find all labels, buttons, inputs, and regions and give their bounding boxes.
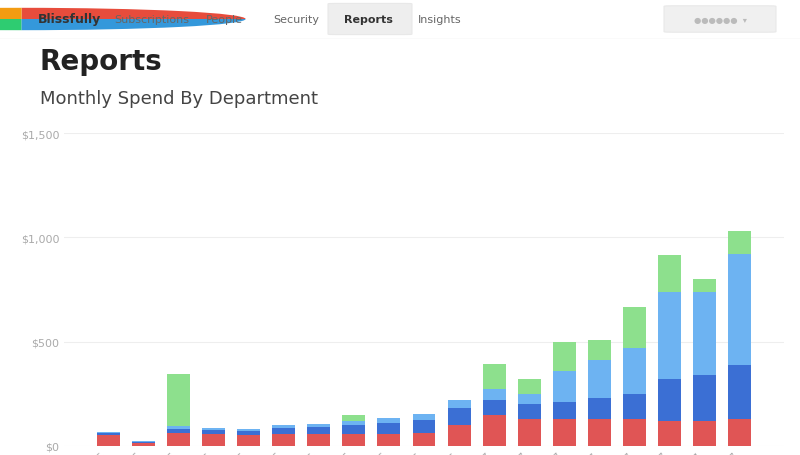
Bar	[658, 421, 681, 446]
Bar	[694, 292, 716, 375]
Bar	[448, 425, 470, 446]
Bar	[623, 308, 646, 348]
Text: Reports: Reports	[40, 48, 162, 76]
Bar	[518, 379, 541, 394]
Bar	[729, 419, 751, 446]
FancyBboxPatch shape	[664, 7, 776, 33]
Bar	[518, 419, 541, 446]
Bar	[448, 409, 470, 425]
Bar	[342, 425, 366, 435]
Bar	[729, 232, 751, 254]
Bar	[97, 434, 119, 435]
Bar	[167, 374, 190, 426]
Bar	[694, 375, 716, 421]
Bar	[167, 429, 190, 434]
Bar	[307, 427, 330, 435]
Bar	[729, 365, 751, 419]
Bar	[482, 364, 506, 389]
Bar	[694, 421, 716, 446]
Text: Security: Security	[273, 15, 319, 25]
Bar	[588, 398, 611, 419]
Text: Reports: Reports	[343, 15, 393, 25]
Bar	[623, 419, 646, 446]
Wedge shape	[0, 9, 22, 20]
Bar	[482, 415, 506, 446]
Bar	[237, 435, 260, 446]
Bar	[729, 254, 751, 365]
Wedge shape	[22, 9, 246, 20]
Bar	[272, 425, 295, 428]
Bar	[588, 340, 611, 361]
Bar	[448, 400, 470, 409]
Text: Blissfully: Blissfully	[38, 14, 101, 26]
Bar	[237, 431, 260, 435]
Bar	[378, 435, 400, 446]
Bar	[588, 419, 611, 446]
Bar	[588, 361, 611, 398]
Bar	[413, 434, 435, 446]
Bar	[553, 371, 576, 402]
Text: Subscriptions: Subscriptions	[114, 15, 190, 25]
Bar	[694, 279, 716, 292]
Wedge shape	[22, 20, 246, 31]
Bar	[553, 402, 576, 419]
Text: Insights: Insights	[418, 15, 462, 25]
Bar	[553, 419, 576, 446]
Bar	[658, 379, 681, 421]
Bar	[202, 435, 225, 446]
Bar	[97, 432, 119, 434]
Bar	[482, 400, 506, 415]
Wedge shape	[0, 20, 22, 31]
Bar	[413, 414, 435, 420]
Text: Monthly Spend By Department: Monthly Spend By Department	[40, 90, 318, 108]
Bar	[202, 430, 225, 435]
Text: People: People	[206, 15, 242, 25]
Text: ●●●●●●  ▾: ●●●●●● ▾	[694, 15, 746, 25]
Bar	[658, 256, 681, 292]
Bar	[553, 342, 576, 371]
Bar	[307, 424, 330, 427]
Bar	[378, 423, 400, 435]
Bar	[342, 421, 366, 425]
Bar	[97, 435, 119, 446]
Bar	[518, 404, 541, 419]
Bar	[623, 348, 646, 394]
FancyBboxPatch shape	[328, 5, 412, 35]
Bar	[237, 429, 260, 431]
Bar	[202, 428, 225, 430]
Bar	[307, 435, 330, 446]
Bar	[518, 394, 541, 404]
Bar	[342, 415, 366, 421]
Bar	[272, 428, 295, 435]
Bar	[482, 389, 506, 400]
Bar	[132, 444, 154, 446]
Bar	[272, 435, 295, 446]
Bar	[132, 442, 154, 444]
Bar	[413, 420, 435, 434]
Bar	[167, 426, 190, 429]
Bar	[342, 435, 366, 446]
Bar	[132, 441, 154, 442]
Bar	[658, 292, 681, 379]
Bar	[378, 418, 400, 423]
Bar	[167, 434, 190, 446]
Bar	[623, 394, 646, 419]
